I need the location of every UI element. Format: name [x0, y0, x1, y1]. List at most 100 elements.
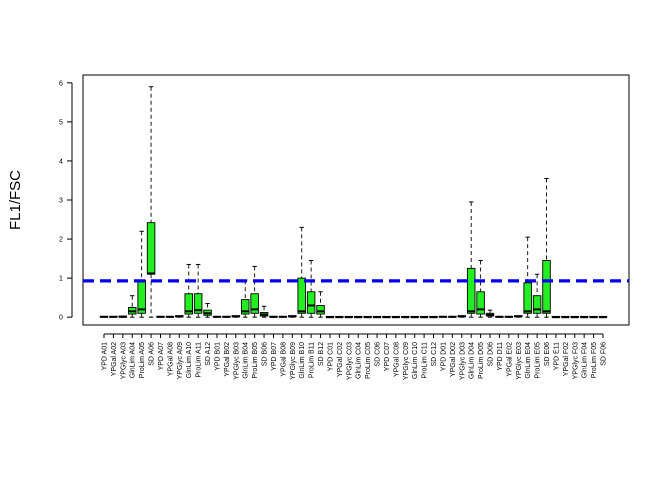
box-41 [485, 309, 495, 318]
box-24 [325, 315, 335, 319]
x-tick-label: YPD B01 [214, 342, 221, 371]
x-tick-label: ProLim C11 [422, 342, 429, 379]
x-tick-label: ProLim A05 [139, 342, 146, 378]
x-tick-label: ProLim B05 [252, 342, 259, 379]
box-29 [372, 315, 382, 319]
box-38 [457, 315, 467, 318]
box-15 [240, 279, 250, 318]
box-31 [391, 315, 401, 319]
box-49 [561, 315, 570, 319]
x-tick-label: YPGal F02 [563, 342, 570, 376]
x-tick-label: GlnLim A10 [186, 342, 193, 378]
x-tick-label: YPD E11 [553, 342, 560, 370]
box-13 [222, 315, 231, 318]
x-tick-label: YPGal C08 [393, 342, 400, 377]
x-tick-label: YPGal D02 [450, 342, 457, 377]
box-4 [137, 230, 146, 318]
x-tick-label: YPGlyc C09 [403, 342, 410, 380]
x-tick-label: GlnLim B04 [243, 342, 250, 379]
plot-frame [82, 74, 630, 326]
x-tick-label: GlnLim C04 [356, 342, 363, 379]
box-1 [109, 315, 118, 318]
y-tick-label: 4 [59, 158, 63, 165]
box-42 [495, 315, 504, 318]
boxes-layer [99, 86, 608, 319]
box-body [476, 291, 485, 315]
box-35 [429, 315, 438, 319]
box-25 [335, 315, 344, 319]
x-tick-label: GlnLim E04 [525, 342, 532, 379]
box-52 [589, 315, 598, 319]
x-tick-label: SD C06 [375, 342, 382, 367]
box-46 [532, 273, 542, 318]
x-tick-label: YPGal A08 [167, 342, 174, 376]
y-tick-label: 2 [59, 237, 63, 244]
box-53 [598, 315, 608, 319]
x-tick-label: YPD B07 [271, 342, 278, 371]
box-body [316, 305, 325, 315]
box-20 [288, 315, 297, 318]
x-tick-label: YPGal C02 [337, 342, 344, 377]
box-3 [127, 295, 137, 318]
box-5 [146, 86, 156, 318]
box-6 [156, 315, 165, 318]
x-tick-label: YPGlyc F03 [572, 342, 579, 379]
box-body [532, 295, 542, 314]
box-body [146, 222, 156, 275]
box-47 [542, 178, 551, 318]
x-tick-label: ProLim A11 [196, 342, 203, 378]
box-8 [175, 315, 184, 318]
box-40 [476, 260, 485, 318]
box-body [523, 282, 532, 314]
x-tick-label: ProLim F05 [591, 342, 598, 378]
box-51 [579, 315, 589, 319]
x-tick-label: YPGal B02 [224, 342, 231, 377]
box-45 [523, 236, 532, 318]
x-tick-label: YPGal E02 [506, 342, 513, 377]
x-tick-label: SD A12 [205, 342, 212, 366]
box-14 [231, 315, 241, 318]
box-23 [316, 291, 325, 318]
x-tick-label: SD D06 [488, 342, 495, 367]
x-tick-label: GlnLim C10 [412, 342, 419, 379]
box-body [184, 293, 193, 315]
box-body [250, 293, 259, 314]
x-tick-label: ProLim B11 [309, 342, 316, 378]
x-tick-label: YPGlyc C03 [346, 342, 353, 380]
x-tick-label: YPGlyc E03 [516, 342, 523, 380]
x-tick-label: SD B12 [318, 342, 325, 366]
box-30 [382, 315, 391, 319]
box-10 [193, 263, 203, 318]
x-tick-label: GlnLim D04 [469, 342, 476, 379]
y-tick-label: 6 [59, 80, 63, 87]
x-tick-label: YPGlyc A09 [177, 342, 184, 379]
x-tick-label: SD A06 [149, 342, 156, 366]
box-27 [353, 315, 363, 319]
x-tick-label: YPD C01 [327, 342, 334, 371]
box-body [466, 267, 476, 314]
y-tick-label: 0 [59, 315, 63, 322]
box-48 [551, 315, 561, 319]
x-tick-label: ProLim D05 [478, 342, 485, 379]
box-32 [401, 315, 410, 319]
box-16 [250, 265, 259, 318]
box-28 [363, 315, 372, 319]
y-tick-label: 3 [59, 198, 63, 205]
box-18 [269, 315, 278, 318]
box-26 [344, 315, 354, 319]
x-tick-label: YPGal B08 [280, 342, 287, 377]
x-tick-label: YPGlyc B09 [290, 342, 297, 380]
x-tick-label: ProLim C05 [365, 342, 372, 379]
box-37 [448, 315, 457, 318]
x-tick-label: YPGal A02 [111, 342, 118, 376]
x-axis-labels: YPD A01 YPGal A02 YPGlyc A03 GlnLim A04 ProL… [102, 333, 608, 380]
x-tick-label: YPGlyc B03 [233, 342, 240, 380]
y-tick-label: 1 [59, 276, 63, 283]
box-12 [212, 315, 222, 318]
x-tick-label: GlnLim A04 [130, 342, 137, 378]
box-39 [466, 201, 476, 318]
box-body [542, 260, 551, 314]
x-tick-label: YPD C07 [384, 342, 391, 371]
box-2 [118, 315, 128, 318]
